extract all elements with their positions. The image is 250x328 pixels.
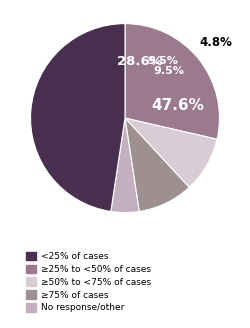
Text: 28.6%: 28.6% [116, 55, 162, 68]
Text: 47.6%: 47.6% [152, 97, 205, 113]
Text: 9.5%: 9.5% [153, 66, 184, 76]
Wedge shape [125, 118, 189, 212]
Wedge shape [125, 118, 217, 187]
Wedge shape [111, 118, 139, 213]
Text: 4.8%: 4.8% [199, 36, 232, 49]
Legend: <25% of cases, ≥25% to <50% of cases, ≥50% to <75% of cases, ≥75% of cases, No r: <25% of cases, ≥25% to <50% of cases, ≥5… [24, 250, 153, 314]
Wedge shape [125, 24, 220, 139]
Text: 9.5%: 9.5% [147, 56, 178, 66]
Wedge shape [30, 24, 125, 212]
